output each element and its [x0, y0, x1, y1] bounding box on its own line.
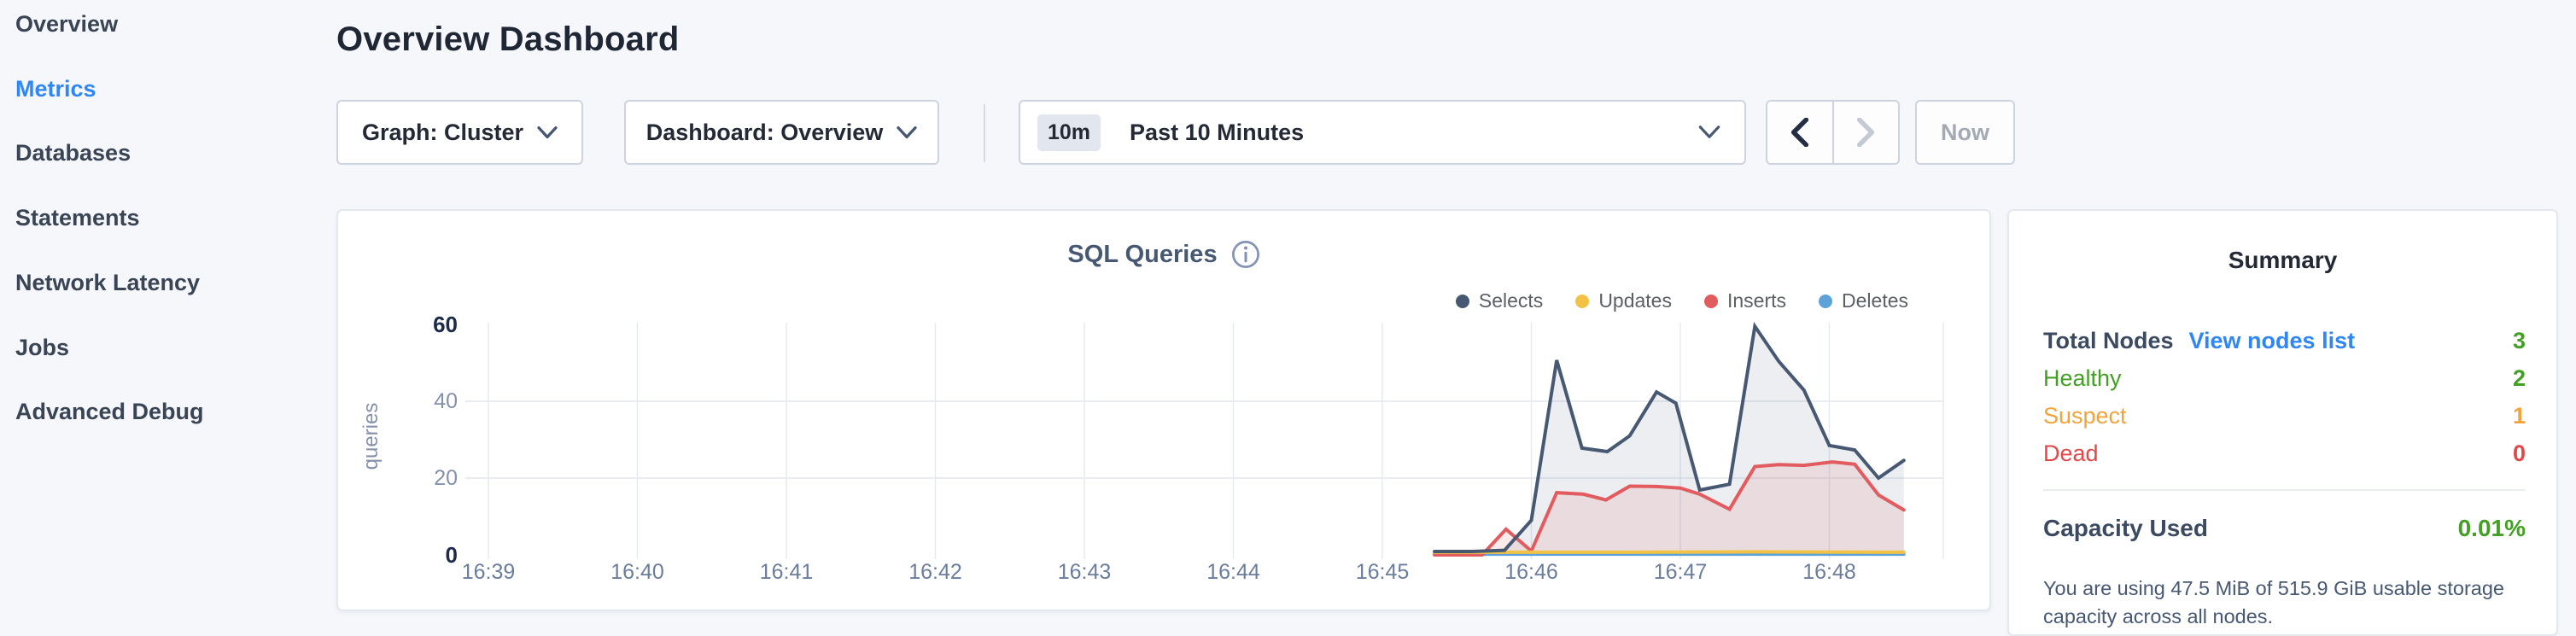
legend-dot-icon	[1819, 294, 1833, 308]
time-step-forward-button[interactable]	[1831, 102, 1899, 163]
summary-divider	[2043, 489, 2526, 491]
x-tick-label: 16:46	[1504, 560, 1558, 584]
legend-item-updates: Updates	[1575, 289, 1672, 312]
summary-row-label: Total Nodes	[2043, 327, 2174, 353]
summary-row-value: 0	[2512, 440, 2526, 466]
legend-item-inserts: Inserts	[1703, 289, 1787, 312]
toolbar-divider	[984, 104, 985, 162]
chevron-down-icon	[897, 125, 917, 138]
sidebar-item-advanced-debug[interactable]: Advanced Debug	[15, 399, 204, 425]
chart-legend: Selects Updates Inserts Deletes	[1455, 289, 1908, 312]
summary-row-total-nodes: Total Nodes View nodes list 3	[2043, 322, 2526, 359]
y-tick-label: 20	[434, 466, 458, 490]
info-circle-icon[interactable]	[1231, 240, 1260, 269]
chart-title: SQL Queries	[1067, 240, 1218, 268]
dashboard-selector-dropdown[interactable]: Dashboard: Overview	[624, 100, 939, 165]
summary-title: Summary	[2228, 247, 2338, 273]
time-range-picker[interactable]: 10m Past 10 Minutes	[1019, 100, 1746, 165]
summary-row-healthy: Healthy 2	[2043, 359, 2526, 397]
y-tick-label: 0	[445, 542, 458, 568]
chevron-right-icon	[1857, 118, 1875, 147]
sql-queries-plot	[465, 322, 1944, 559]
legend-item-selects: Selects	[1455, 289, 1544, 312]
x-tick-label: 16:42	[908, 560, 962, 584]
legend-dot-icon	[1703, 294, 1718, 308]
chevron-down-icon	[1698, 125, 1720, 138]
series-area-selects	[1434, 326, 1904, 555]
x-tick-label: 16:44	[1206, 560, 1260, 584]
legend-dot-icon	[1575, 294, 1590, 308]
x-tick-label: 16:48	[1802, 560, 1856, 584]
x-tick-label: 16:43	[1057, 560, 1112, 584]
legend-label: Deletes	[1842, 289, 1908, 312]
sidebar-item-overview[interactable]: Overview	[15, 11, 119, 37]
summary-panel: Summary Total Nodes View nodes list 3 Healt…	[2007, 209, 2558, 636]
time-step-button-group	[1766, 100, 1900, 165]
capacity-caption: You are using 47.5 MiB of 515.9 GiB usab…	[2043, 576, 2504, 627]
graph-selector-label: Graph: Cluster	[361, 119, 524, 145]
sidebar: Overview Metrics Databases Statements Networ…	[0, 0, 324, 623]
capacity-used-label: Capacity Used	[2043, 515, 2208, 541]
capacity-used-value: 0.01%	[2457, 515, 2526, 541]
time-step-back-button[interactable]	[1767, 102, 1832, 163]
sidebar-item-statements[interactable]: Statements	[15, 205, 140, 231]
legend-label: Selects	[1478, 289, 1544, 312]
sidebar-item-metrics[interactable]: Metrics	[15, 75, 96, 102]
summary-rows: Total Nodes View nodes list 3 Healthy 2 Suspe…	[2043, 322, 2526, 472]
now-button[interactable]: Now	[1915, 100, 2015, 165]
x-tick-label: 16:47	[1653, 560, 1708, 584]
chevron-down-icon	[537, 125, 558, 138]
summary-row-label: Healthy	[2043, 365, 2122, 391]
summary-row-dead: Dead 0	[2043, 435, 2526, 472]
y-tick-label: 40	[434, 389, 458, 413]
sidebar-item-jobs[interactable]: Jobs	[15, 334, 70, 360]
chevron-left-icon	[1790, 118, 1808, 147]
summary-row-value: 3	[2512, 327, 2526, 353]
graph-selector-dropdown[interactable]: Graph: Cluster	[336, 100, 583, 165]
sql-queries-chart-card	[336, 209, 1991, 611]
x-tick-label: 16:41	[759, 560, 814, 584]
view-nodes-list-link[interactable]: View nodes list	[2188, 327, 2356, 353]
summary-row-label: Dead	[2043, 440, 2099, 466]
x-tick-label: 16:45	[1355, 560, 1410, 584]
series-line-updates	[1433, 550, 1906, 554]
y-tick-label: 60	[433, 312, 458, 337]
summary-row-value: 1	[2512, 402, 2526, 429]
sidebar-item-databases[interactable]: Databases	[15, 140, 131, 166]
time-range-badge: 10m	[1037, 114, 1101, 151]
summary-row-label: Suspect	[2043, 402, 2127, 429]
legend-label: Inserts	[1726, 289, 1787, 312]
summary-row-suspect: Suspect 1	[2043, 397, 2526, 435]
summary-row-value: 2	[2512, 365, 2526, 391]
dashboard-selector-label: Dashboard: Overview	[645, 119, 884, 145]
time-range-label: Past 10 Minutes	[1130, 119, 1305, 145]
sidebar-item-network-latency[interactable]: Network Latency	[15, 269, 201, 295]
x-tick-label: 16:40	[610, 560, 664, 584]
series-line-selects	[1433, 322, 1906, 553]
page-title: Overview Dashboard	[336, 20, 680, 58]
series-area-inserts	[1434, 462, 1904, 555]
legend-dot-icon	[1455, 294, 1469, 308]
legend-label: Updates	[1598, 289, 1672, 312]
legend-item-deletes: Deletes	[1819, 289, 1908, 312]
x-tick-label: 16:39	[461, 560, 516, 584]
